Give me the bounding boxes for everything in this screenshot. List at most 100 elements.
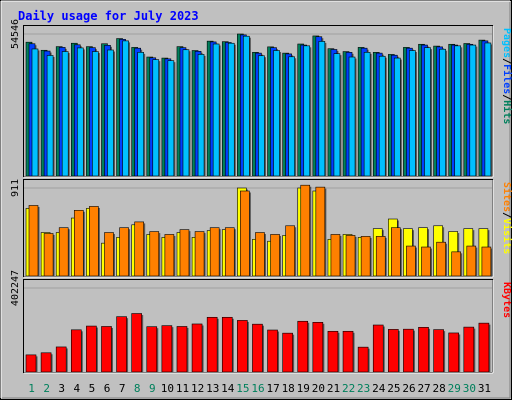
legend-label-part: / bbox=[501, 94, 512, 100]
bar-pages-day-21 bbox=[333, 53, 341, 177]
x-tick-label: 26 bbox=[402, 382, 415, 395]
bar-sites-day-13 bbox=[209, 227, 220, 277]
x-tick-label: 25 bbox=[387, 382, 400, 395]
chart-title: Daily usage for July 2023 bbox=[18, 9, 199, 23]
x-tick-label: 5 bbox=[89, 382, 96, 395]
bar-sites-day-16 bbox=[255, 232, 265, 277]
bar-sites-day-2 bbox=[43, 233, 54, 277]
bar-kbytes-day-9 bbox=[146, 326, 158, 373]
bar-sites-day-27 bbox=[421, 246, 431, 277]
bar-kbytes-day-12 bbox=[191, 323, 203, 373]
bar-sites-day-20 bbox=[315, 186, 326, 277]
x-tick-label: 22 bbox=[342, 382, 355, 395]
x-tick-label: 13 bbox=[206, 382, 219, 395]
x-tick-label: 8 bbox=[134, 382, 141, 395]
bar-sites-day-7 bbox=[119, 227, 129, 277]
legend-label-part: / bbox=[501, 58, 512, 64]
x-tick-label: 4 bbox=[74, 382, 81, 395]
bar-sites-day-4 bbox=[73, 210, 84, 277]
bar-pages-day-4 bbox=[76, 47, 84, 177]
x-axis-labels: 1 2 3 4 5 6 7 8 9 10 11 12 13 14 15 16 17 18 19 20 21 22 23 24 2… bbox=[28, 382, 491, 395]
x-tick-label: 23 bbox=[357, 382, 370, 395]
bar-sites-day-5 bbox=[89, 206, 99, 277]
bar-pages-day-13 bbox=[212, 43, 220, 177]
bar-kbytes-day-28 bbox=[433, 329, 444, 373]
legend-label-part: Pages bbox=[501, 28, 512, 58]
bar-pages-day-10 bbox=[167, 60, 175, 177]
legend-label-part: Visits bbox=[501, 218, 512, 254]
legend-label-part: KBytes bbox=[501, 282, 512, 318]
bar-kbytes-day-27 bbox=[418, 327, 429, 373]
x-tick-label: 20 bbox=[312, 382, 325, 395]
bar-kbytes-day-24 bbox=[372, 324, 384, 373]
bar-sites-day-15 bbox=[240, 190, 250, 277]
bar-kbytes-day-23 bbox=[357, 346, 369, 373]
bar-sites-day-12 bbox=[194, 231, 205, 277]
x-tick-label: 10 bbox=[161, 382, 174, 395]
bar-sites-day-11 bbox=[179, 229, 190, 277]
bar-kbytes-day-2 bbox=[40, 352, 52, 373]
bar-pages-day-2 bbox=[46, 55, 54, 177]
bar-kbytes-day-18 bbox=[282, 332, 293, 373]
bar-kbytes-day-13 bbox=[206, 316, 218, 373]
bar-sites-day-17 bbox=[270, 234, 280, 277]
bar-kbytes-day-30 bbox=[463, 326, 475, 373]
x-tick-label: 21 bbox=[327, 382, 340, 395]
bar-pages-day-12 bbox=[197, 54, 205, 177]
bar-kbytes-day-8 bbox=[131, 313, 142, 373]
x-tick-label: 18 bbox=[282, 382, 295, 395]
bar-pages-day-8 bbox=[137, 52, 144, 177]
x-tick-label: 2 bbox=[43, 382, 50, 395]
bar-kbytes-day-3 bbox=[55, 346, 67, 373]
y-max-label: 402247 bbox=[10, 270, 21, 306]
x-tick-label: 28 bbox=[433, 382, 446, 395]
x-tick-label: 24 bbox=[372, 382, 386, 395]
bar-pages-day-20 bbox=[318, 41, 326, 177]
bar-pages-day-31 bbox=[484, 42, 492, 177]
bar-pages-day-19 bbox=[303, 45, 311, 177]
x-tick-label: 11 bbox=[176, 382, 189, 395]
bar-sites-day-14 bbox=[224, 227, 235, 277]
panel-middle: 911 Sites/Visits bbox=[10, 179, 512, 278]
bar-pages-day-18 bbox=[288, 56, 295, 177]
x-tick-label: 15 bbox=[236, 382, 249, 395]
bar-pages-day-22 bbox=[348, 56, 356, 177]
x-tick-label: 27 bbox=[417, 382, 430, 395]
bar-pages-day-11 bbox=[182, 49, 190, 177]
bar-sites-day-19 bbox=[300, 184, 311, 277]
bar-kbytes-day-22 bbox=[342, 330, 354, 373]
bar-pages-day-26 bbox=[409, 50, 416, 177]
bar-pages-day-24 bbox=[378, 55, 386, 177]
bar-kbytes-day-29 bbox=[448, 332, 460, 373]
legend-label-part: Sites bbox=[501, 182, 512, 212]
bar-sites-day-10 bbox=[164, 234, 175, 277]
bar-pages-day-29 bbox=[454, 45, 462, 177]
bar-sites-day-31 bbox=[481, 246, 492, 277]
bar-sites-day-3 bbox=[58, 227, 69, 277]
x-tick-label: 30 bbox=[463, 382, 476, 395]
bar-pages-day-14 bbox=[227, 42, 235, 177]
bar-sites-day-30 bbox=[466, 245, 477, 277]
x-tick-label: 3 bbox=[58, 382, 65, 395]
panel-bottom: 402247 KBytes bbox=[10, 270, 512, 374]
bar-pages-day-5 bbox=[92, 51, 99, 177]
bar-kbytes-day-10 bbox=[161, 325, 173, 373]
bar-sites-day-23 bbox=[360, 236, 371, 277]
bar-kbytes-day-4 bbox=[70, 329, 82, 373]
bar-sites-day-22 bbox=[345, 235, 356, 277]
bar-sites-day-26 bbox=[406, 245, 416, 277]
bar-sites-day-6 bbox=[104, 232, 114, 277]
bar-sites-day-9 bbox=[149, 231, 160, 277]
panel-top: 54546 Pages/Files/Hits bbox=[10, 19, 512, 178]
legend-label-middle: Sites/Visits bbox=[501, 182, 512, 254]
x-tick-label: 7 bbox=[119, 382, 126, 395]
bar-kbytes-day-17 bbox=[267, 329, 278, 373]
legend-label-part: / bbox=[501, 212, 512, 218]
bar-pages-day-15 bbox=[243, 35, 250, 177]
x-tick-label: 1 bbox=[28, 382, 35, 395]
y-max-label: 54546 bbox=[10, 19, 21, 49]
legend-label-bottom: KBytes bbox=[501, 282, 512, 318]
y-max-label: 911 bbox=[10, 179, 21, 197]
legend-label-part: Files bbox=[501, 64, 512, 94]
